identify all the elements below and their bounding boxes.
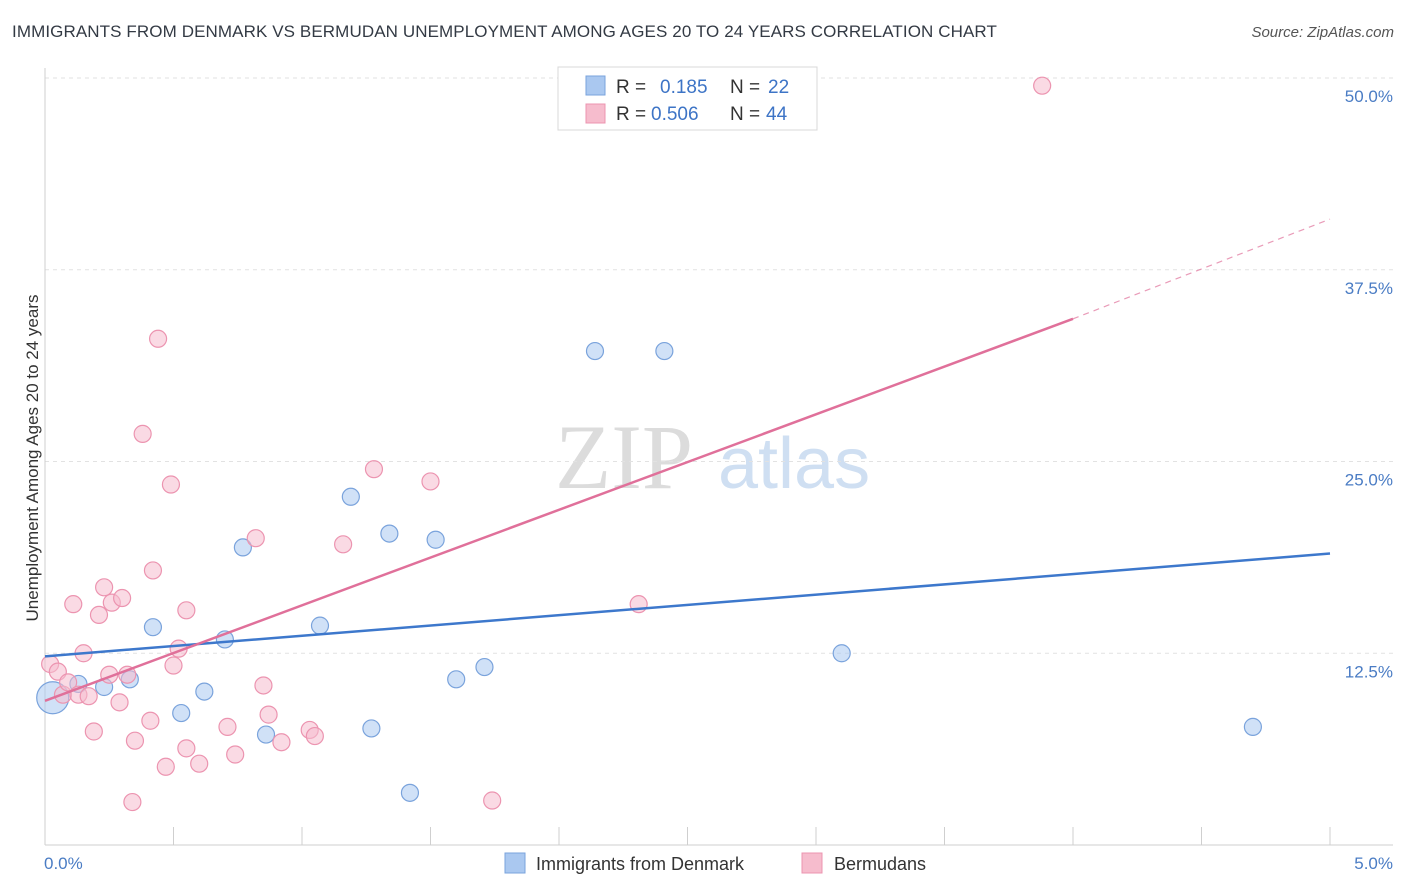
n-label-2: N = [730,104,760,125]
watermark-zip: ZIP [555,406,693,508]
bermudan-point-7 [79,687,98,706]
bermudan-point-38 [364,460,384,479]
source-label: Source: ZipAtlas.com [1251,24,1394,41]
denmark-point-10 [310,616,330,635]
axes [44,68,1393,846]
bermudan-point-28 [190,754,209,773]
bermudan-point-36 [305,726,324,746]
bermudan-point-13 [110,693,129,712]
gridlines [45,77,1393,654]
denmark-point-6 [195,682,214,701]
bermudan-point-30 [226,745,245,764]
bermudan-legend-swatch [585,103,606,124]
r-label-1: R = [616,77,646,98]
bermudan-legend-label: Bermudans [834,854,926,874]
bermudan-point-22 [156,757,175,776]
denmark-bottom-swatch [504,852,526,874]
y-tick-labels: 12.5% 25.0% 37.5% 50.0% [1345,87,1393,681]
bermudan-point-18 [133,424,152,443]
denmark-point-15 [426,530,445,549]
denmark-point-17 [475,657,494,677]
bermudan-point-33 [259,705,278,724]
bermudan-point-37 [334,535,353,554]
denmark-point-14 [400,783,420,802]
bermudan-point-4 [64,595,83,614]
denmark-point-12 [362,719,381,738]
denmark-legend-swatch [585,75,606,96]
denmark-point-18 [585,341,605,361]
denmark-point-5 [172,703,191,723]
denmark-point-20 [832,644,851,663]
bermudan-point-39 [421,472,440,491]
bermudan-point-24 [164,656,183,675]
trendline-0 [44,552,1331,658]
r-value-2: 0.506 [651,104,699,125]
denmark-point-9 [256,725,276,744]
bermudan-points [41,76,1052,812]
bermudan-point-14 [112,588,132,608]
r-label-2: R = [616,104,646,125]
bermudan-point-42 [1033,76,1052,95]
y-tick-label-1: 25.0% [1345,471,1393,490]
bermudan-point-23 [161,475,181,494]
bottom-legend: Immigrants from Denmark Bermudans [504,852,926,874]
bermudan-point-31 [246,529,265,548]
y-tick-label-3: 50.0% [1345,87,1393,106]
denmark-point-11 [341,487,360,506]
bermudan-point-26 [177,601,196,620]
bermudan-bottom-swatch [801,852,823,874]
bermudan-point-29 [218,717,237,736]
trendlines [44,218,1331,702]
trendline-extension-1 [1072,218,1331,320]
denmark-point-21 [1243,717,1263,736]
top-legend: R = 0.185 N = 22 R = 0.506 N = 44 [557,66,818,131]
chart-title: IMMIGRANTS FROM DENMARK VS BERMUDAN UNEM… [12,22,997,41]
y-axis-label: Unemployment Among Ages 20 to 24 years [23,295,42,622]
y-tick-label-0: 12.5% [1345,662,1393,681]
denmark-point-4 [143,618,163,637]
denmark-legend-label: Immigrants from Denmark [536,854,745,874]
bermudan-point-34 [272,733,291,752]
y-tick-label-2: 37.5% [1345,279,1393,298]
denmark-point-16 [447,670,466,689]
denmark-point-13 [380,524,399,543]
bermudan-point-32 [254,676,273,695]
trendline-1 [44,317,1074,702]
x-tick-max: 5.0% [1354,854,1393,873]
bermudan-point-19 [141,711,160,730]
bermudan-point-8 [84,722,103,741]
denmark-point-8 [233,538,252,557]
bermudan-point-27 [177,739,196,758]
bermudan-point-21 [148,329,168,348]
watermark-atlas: atlas [718,424,870,504]
n-value-1: 22 [768,77,789,98]
bermudan-point-20 [143,561,163,580]
denmark-point-19 [655,341,674,361]
bermudan-point-9 [89,605,109,625]
n-label-1: N = [730,77,760,98]
n-value-2: 44 [766,104,788,125]
bermudan-point-16 [123,792,142,812]
r-value-1: 0.185 [660,77,708,98]
bermudan-point-17 [125,731,145,750]
bermudan-point-10 [95,578,114,597]
bermudan-point-40 [483,791,502,810]
x-tick-min: 0.0% [44,854,83,873]
